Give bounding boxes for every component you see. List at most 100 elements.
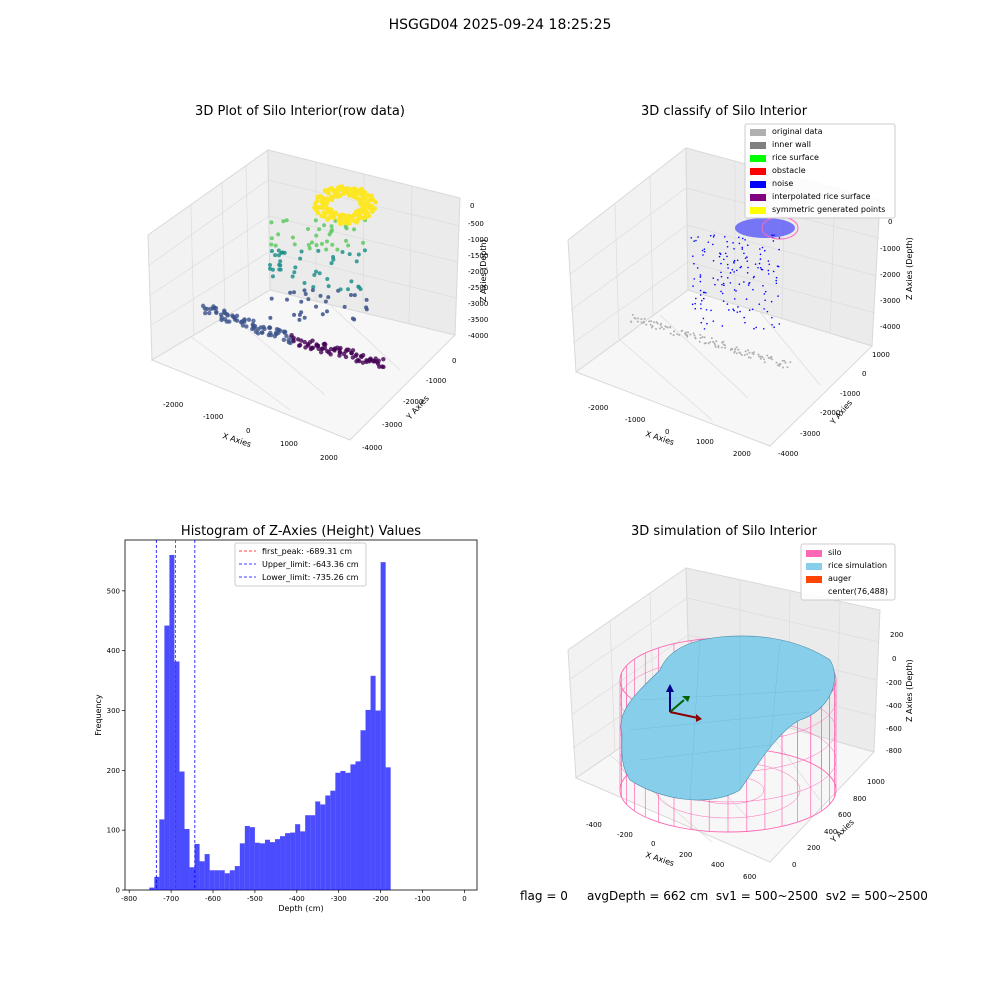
- classify-point: [728, 309, 730, 311]
- raw-point: [240, 323, 246, 328]
- raw-point: [328, 207, 334, 213]
- legend-label: noise: [772, 179, 793, 188]
- raw-xtick: -1000: [203, 413, 223, 421]
- y-tick-label: 100: [107, 827, 120, 835]
- classify-point: [655, 321, 658, 324]
- classify-point: [739, 266, 742, 269]
- classify-point: [741, 246, 744, 249]
- histogram-bar: [275, 839, 281, 890]
- raw-zlabel: Z Axies (Depth): [479, 239, 488, 302]
- classify-point: [739, 310, 741, 313]
- simulation-legend: silo rice simulation auger center(76,488): [800, 543, 896, 601]
- raw-point: [305, 343, 311, 348]
- classify-point: [662, 327, 665, 330]
- raw-point: [359, 207, 365, 213]
- classify-zlabel: Z Axies (Depth): [905, 237, 914, 300]
- raw-point: [227, 319, 232, 324]
- classify-point: [789, 361, 792, 364]
- histogram-bar: [154, 876, 160, 890]
- raw-point: [200, 303, 206, 309]
- classify-point: [685, 331, 688, 334]
- y-tick-label: 500: [107, 587, 120, 595]
- histogram-bar: [355, 761, 361, 890]
- classify-point: [746, 256, 748, 258]
- raw-point: [284, 333, 289, 339]
- raw-point: [318, 293, 323, 298]
- raw-point: [326, 284, 331, 289]
- raw-point: [302, 281, 307, 286]
- classify-point: [779, 362, 782, 365]
- raw-point: [302, 288, 307, 293]
- raw-point: [278, 328, 283, 333]
- histogram-bar: [305, 815, 311, 890]
- raw-point: [324, 205, 329, 211]
- raw-3d-panes: [147, 149, 461, 441]
- classify-point: [778, 248, 780, 251]
- raw-point: [302, 339, 307, 345]
- raw-point: [269, 296, 274, 301]
- classify-point: [710, 309, 712, 312]
- legend-swatch: [750, 129, 766, 136]
- raw-point: [338, 345, 343, 351]
- classify-point: [717, 279, 719, 281]
- raw-xtick: 0: [246, 427, 250, 435]
- legend-label: obstacle: [772, 166, 806, 175]
- histogram-bar: [360, 730, 366, 890]
- classify-point: [745, 298, 748, 300]
- raw-point: [288, 290, 293, 295]
- classify-point: [763, 308, 765, 310]
- classify-point: [722, 340, 725, 343]
- classify-point: [733, 259, 736, 262]
- classify-point: [702, 254, 704, 256]
- sv1-value: sv1 = 500~2500: [715, 889, 819, 903]
- classify-point: [649, 323, 652, 326]
- classify-point: [760, 268, 763, 271]
- raw-point: [299, 338, 304, 343]
- classify-point: [767, 260, 770, 262]
- classify-point: [748, 351, 751, 354]
- sim-ztick: -200: [886, 679, 902, 687]
- histogram-bar: [320, 804, 326, 890]
- y-tick-label: 400: [107, 647, 120, 655]
- classify-point: [701, 249, 704, 252]
- histogram-bar: [169, 554, 175, 890]
- raw-ztick: -3000: [468, 300, 488, 308]
- raw-point: [320, 312, 325, 317]
- raw-point: [349, 214, 355, 220]
- histogram-bar: [229, 870, 235, 890]
- legend-label: silo: [828, 548, 842, 557]
- raw-point: [333, 192, 338, 198]
- classify-point: [703, 328, 706, 330]
- raw-point: [329, 261, 334, 266]
- classify-point: [658, 327, 661, 330]
- legend-label: original data: [772, 127, 823, 136]
- classify-point: [700, 321, 703, 324]
- raw-point: [310, 345, 316, 351]
- legend-label: Lower_limit: -735.26 cm: [262, 573, 359, 582]
- classify-point: [775, 279, 778, 282]
- classify-point: [659, 324, 662, 327]
- classify-point: [736, 311, 739, 313]
- classify-point: [655, 328, 658, 331]
- histogram-bar: [325, 795, 331, 890]
- classify-point: [772, 270, 775, 273]
- raw-point: [343, 354, 349, 360]
- sim-xtick: -400: [586, 821, 602, 829]
- raw-point: [342, 304, 347, 309]
- raw-point: [364, 307, 369, 312]
- histogram-bar: [254, 842, 260, 890]
- raw-point: [246, 317, 252, 322]
- raw-point-cloud: [200, 184, 386, 370]
- raw-point: [317, 271, 322, 276]
- classify-point: [771, 323, 773, 326]
- classify-point: [703, 248, 706, 251]
- classify-xtick: 2000: [733, 450, 751, 458]
- classify-point: [721, 283, 723, 286]
- histogram-xlabel: Depth (cm): [278, 904, 323, 913]
- raw-point: [276, 232, 281, 237]
- classify-point: [714, 345, 717, 348]
- histogram-bar: [159, 819, 165, 890]
- classify-point: [720, 290, 722, 293]
- raw-point: [360, 193, 365, 199]
- sim-ytick: 0: [792, 861, 796, 869]
